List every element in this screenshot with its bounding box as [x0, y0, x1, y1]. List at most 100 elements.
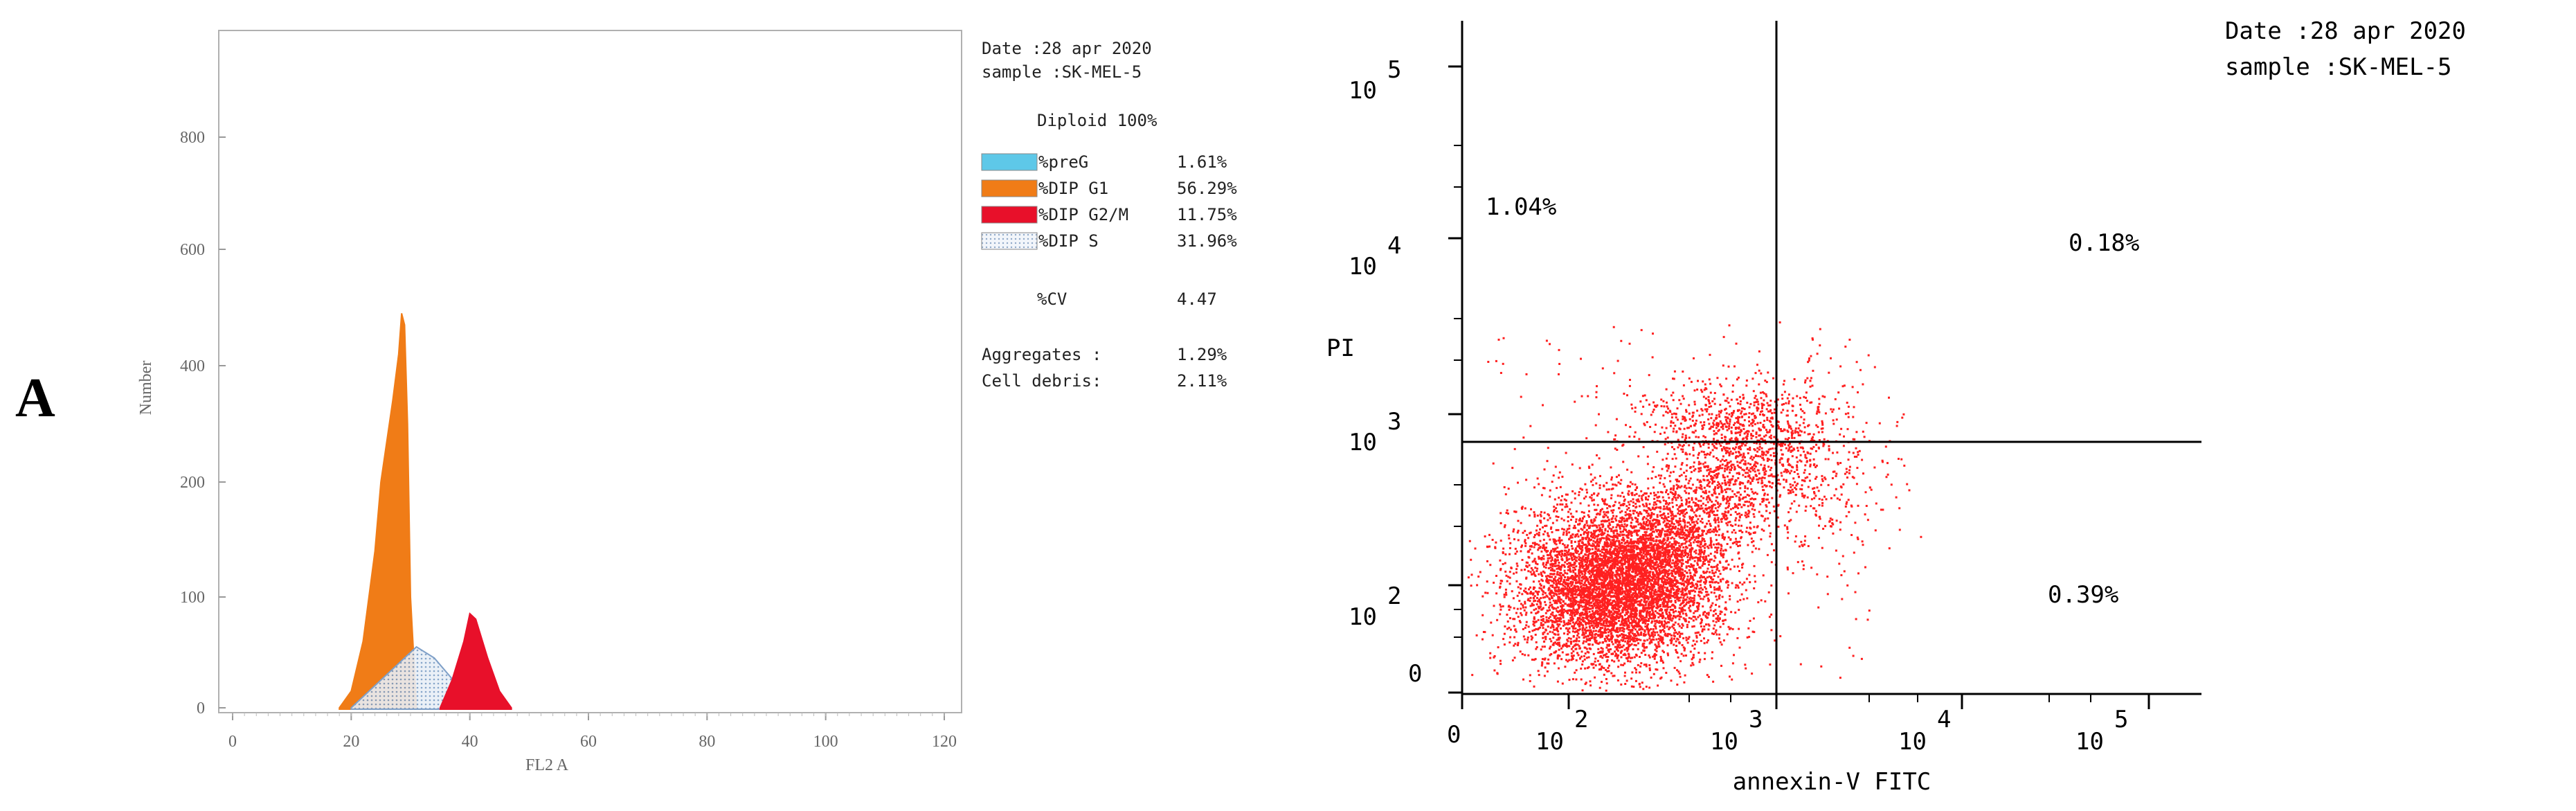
dot-plot-point [1595, 577, 1598, 580]
dot-plot-point [1679, 634, 1682, 637]
dot-plot-point [1607, 666, 1610, 669]
dot-plot-point [1640, 582, 1643, 585]
dot-plot-point [1637, 562, 1640, 565]
dot-plot-point [1655, 522, 1657, 524]
dot-plot-point [1580, 650, 1583, 653]
dot-plot-point [1560, 580, 1562, 582]
dot-plot-point [1641, 571, 1643, 574]
dot-plot-point [1612, 580, 1614, 582]
legend-swatch [981, 206, 1038, 224]
dot-plot-point [1586, 535, 1589, 537]
dot-plot-point [1569, 620, 1572, 623]
dot-plot-point [1642, 576, 1644, 578]
dot-plot-point [1722, 549, 1724, 552]
dot-plot-point [1522, 628, 1524, 630]
dot-plot-point [1703, 596, 1706, 598]
dot-plot-point [1632, 551, 1635, 553]
dot-plot-point [1607, 559, 1610, 562]
dot-plot-point [1585, 495, 1587, 498]
dot-plot-point [1707, 628, 1710, 631]
dot-plot-point [1616, 569, 1619, 572]
dot-plot-point [1681, 609, 1684, 612]
dot-plot-point [1740, 529, 1742, 532]
dot-plot-point [1605, 668, 1607, 671]
dot-plot-point [1718, 605, 1720, 608]
dot-plot-point [1599, 553, 1601, 555]
dot-plot-point [1697, 541, 1700, 544]
dot-plot-point [1548, 597, 1551, 600]
dot-plot-point [1673, 562, 1675, 564]
dot-plot-point [1569, 508, 1571, 510]
dot-plot-point [1621, 492, 1623, 494]
dot-plot-point [1612, 608, 1614, 611]
dot-plot-point [1619, 560, 1621, 563]
dot-plot-point [1628, 566, 1630, 569]
dot-plot-point [1549, 517, 1551, 519]
dot-plot-point [1724, 618, 1727, 621]
dot-plot-point [1634, 540, 1637, 543]
dot-plot-point [1711, 602, 1714, 605]
dot-plot-point [1607, 534, 1610, 537]
histogram-y-label: Number [137, 361, 155, 416]
dot-plot-point [1621, 575, 1624, 578]
dot-plot-point [1616, 635, 1619, 638]
dot-plot-point [1594, 551, 1596, 553]
dot-plot-point [1661, 621, 1664, 623]
dot-plot-point [1640, 576, 1643, 578]
dot-plot-point [1661, 580, 1664, 583]
dot-plot-point [1659, 584, 1662, 587]
dot-plot-point [1595, 524, 1598, 527]
dot-plot-point [1692, 619, 1695, 622]
dot-plot-point [1684, 587, 1687, 589]
dot-plot-point [1603, 593, 1605, 596]
histogram-y-tick-label: 400 [180, 357, 205, 375]
dot-plot-point [1540, 510, 1542, 513]
dot-plot-point [1580, 678, 1583, 681]
dot-plot-point [1627, 589, 1630, 591]
dot-plot-point [1677, 623, 1679, 625]
dot-plot-point [1684, 647, 1686, 650]
dot-plot-point [1589, 684, 1592, 687]
dot-plot-point [1714, 631, 1717, 634]
dot-plot-point [1631, 630, 1634, 632]
dot-plot-point [1703, 642, 1706, 645]
dot-plot-point [1558, 620, 1560, 623]
dot-plot-point [1547, 582, 1550, 585]
dot-plot-point [1643, 544, 1646, 546]
dot-plot-point [1622, 639, 1624, 641]
dot-plot-point [1581, 546, 1584, 549]
dot-plot-point [1702, 605, 1704, 608]
dot-plot-point [1643, 633, 1646, 635]
dot-plot-point [1638, 671, 1641, 674]
dot-plot-point [1693, 551, 1696, 553]
dot-plot-point [1531, 630, 1534, 632]
dot-plot-point [1697, 652, 1700, 654]
dot-plot-point [1549, 566, 1552, 569]
dot-plot-point [1659, 605, 1661, 608]
dot-plot-point [1650, 522, 1653, 525]
dot-plot-point [1558, 577, 1560, 580]
dot-plot-point [1621, 608, 1624, 611]
dot-plot-point [1554, 576, 1557, 578]
dot-plot-point [1601, 533, 1604, 535]
dot-plot-point [1661, 590, 1664, 593]
dot-plot-point [1603, 510, 1605, 513]
dot-plot-point [1535, 591, 1538, 594]
dot-plot-point [1648, 618, 1650, 621]
dot-plot-point [1571, 536, 1574, 539]
dot-plot-point [1683, 584, 1686, 587]
dot-plot-point [1566, 559, 1569, 561]
dot-plot-point [1583, 578, 1585, 580]
dot-plot-point [1718, 569, 1720, 572]
dot-plot-point [1623, 675, 1626, 677]
dot-plot-point [1679, 486, 1682, 489]
dot-plot-point [1617, 603, 1620, 605]
dot-plot-point [1628, 573, 1630, 576]
dot-plot-point [1681, 589, 1684, 591]
dot-plot-point [1615, 622, 1618, 625]
dot-plot-point [1640, 662, 1643, 665]
dot-plot-point [1655, 625, 1657, 628]
dot-plot-point [1558, 667, 1560, 670]
dot-plot-point [1700, 546, 1702, 549]
